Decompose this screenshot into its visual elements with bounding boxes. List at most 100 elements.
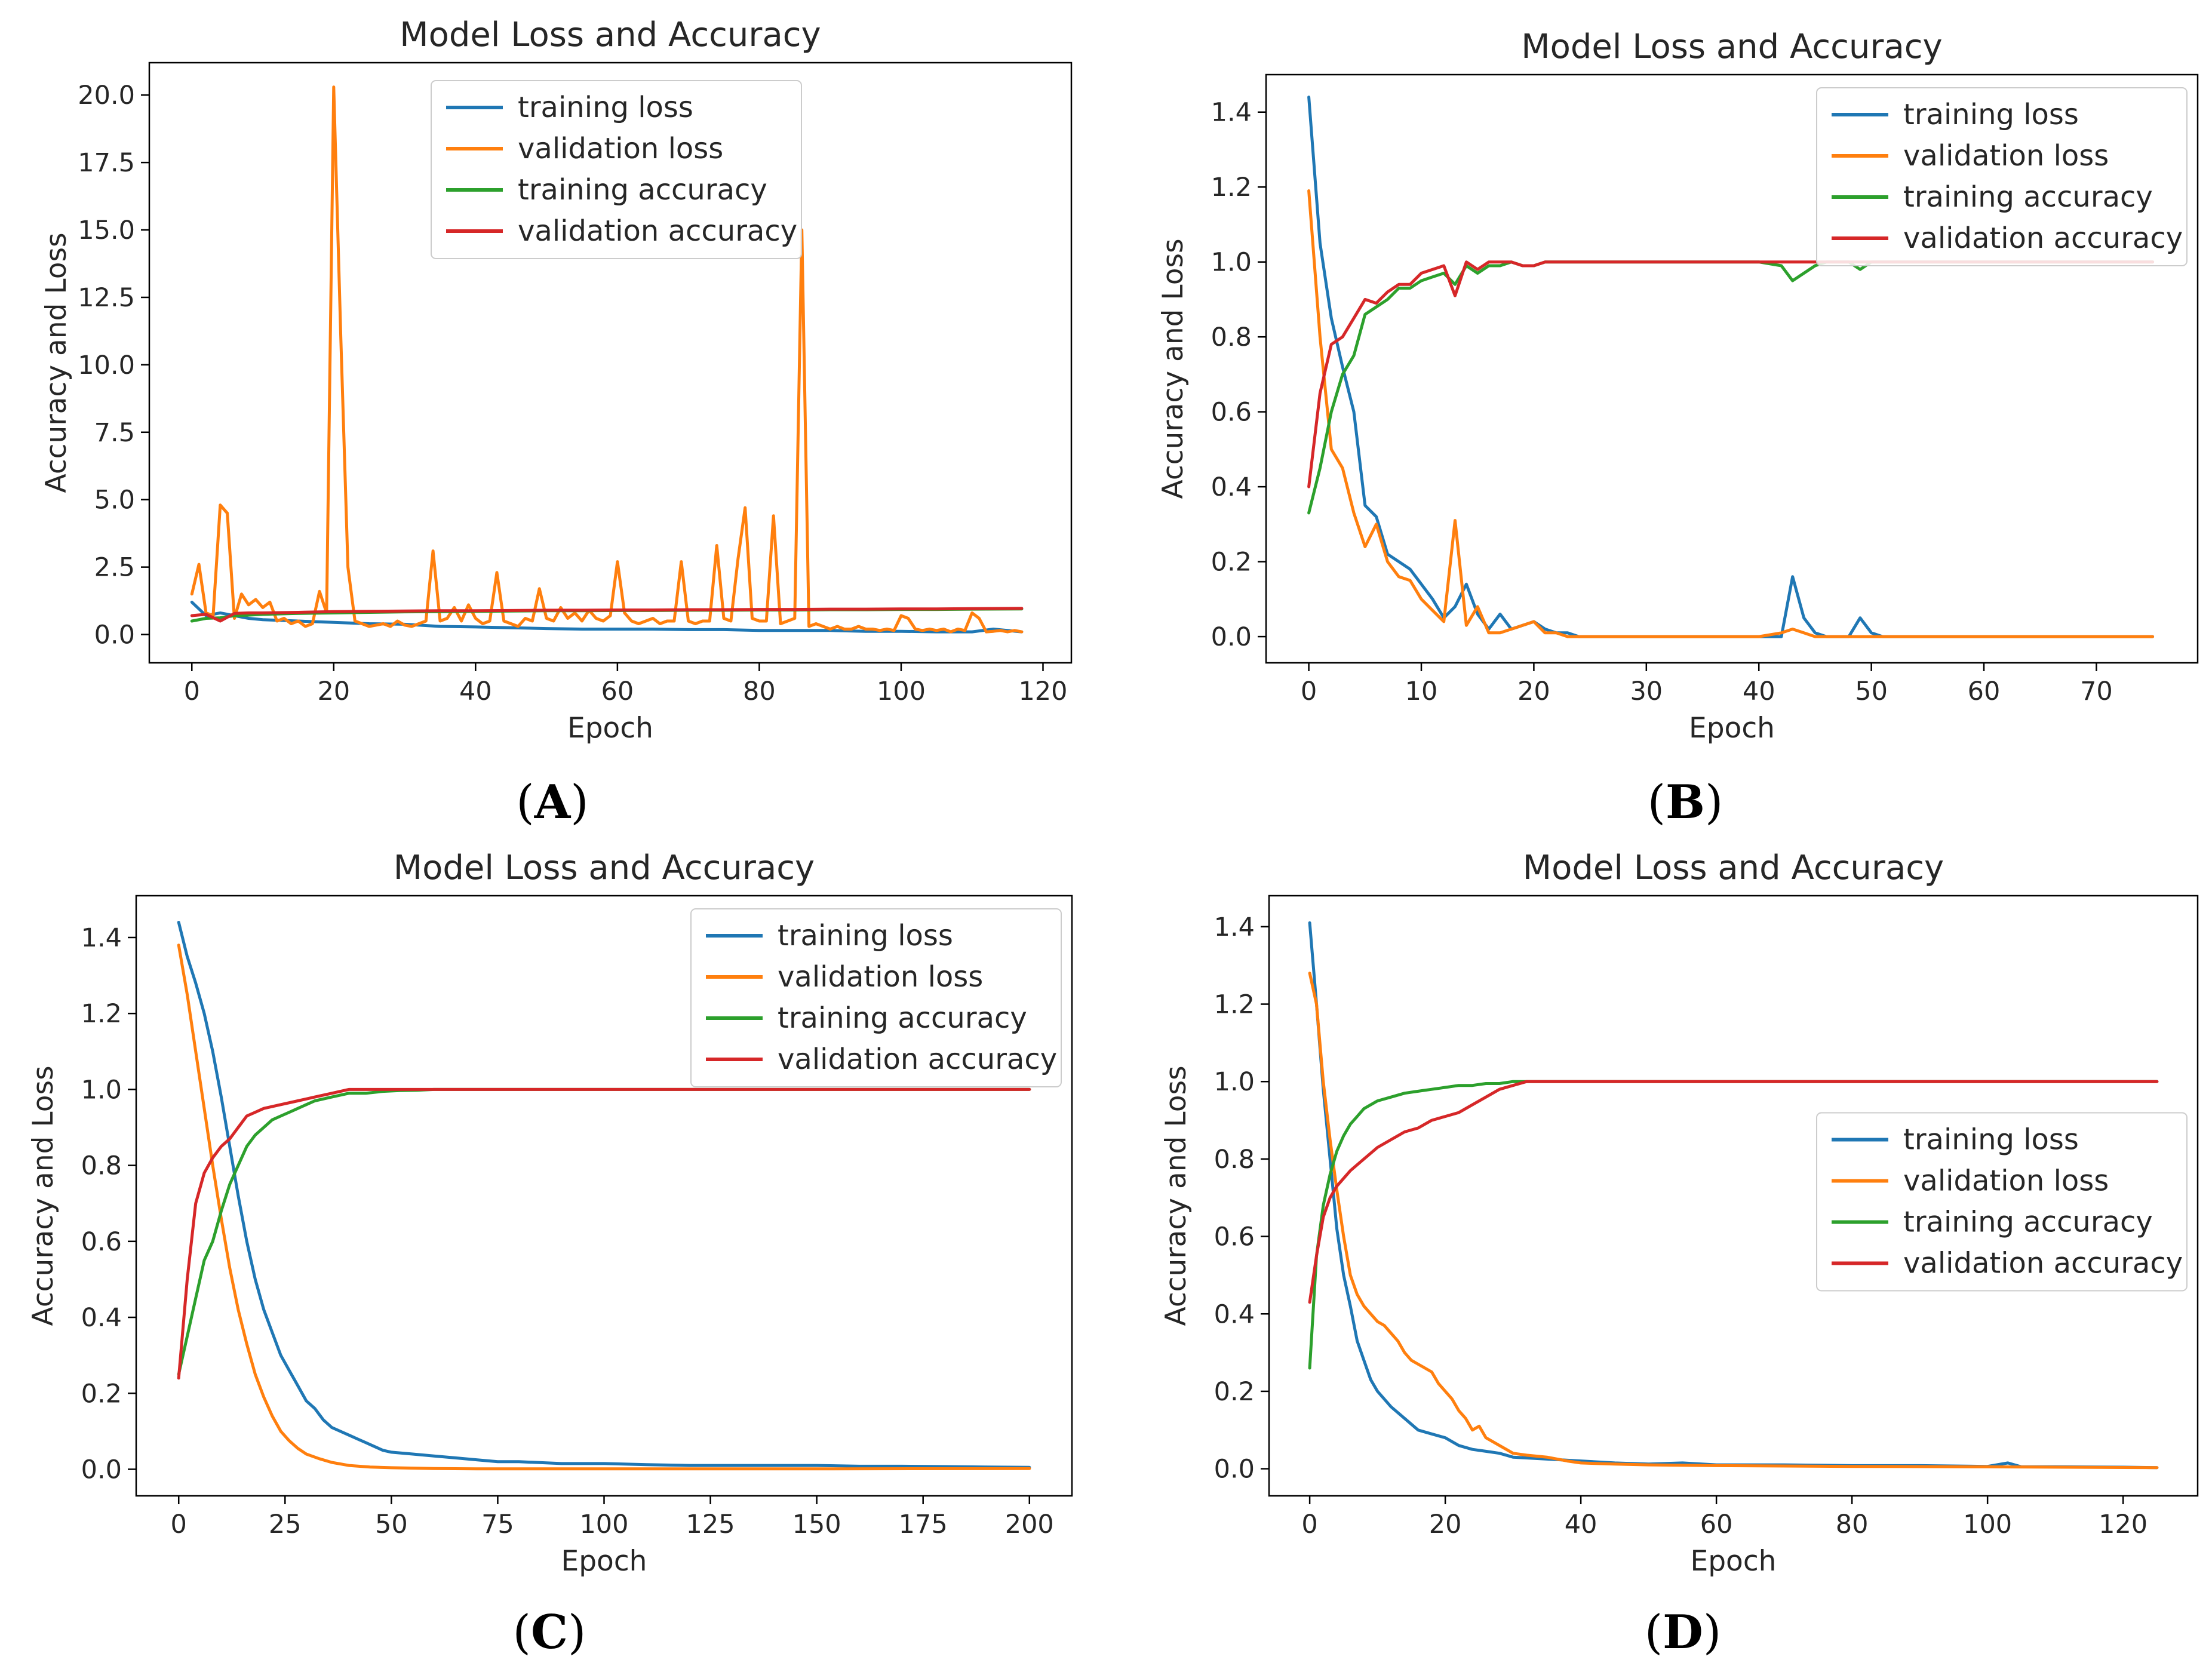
y-axis-label: Accuracy and Loss	[40, 233, 73, 493]
x-axis-label: Epoch	[1691, 1545, 1777, 1578]
legend: training loss validation loss training acc…	[690, 908, 1062, 1087]
series-group	[1308, 921, 2159, 1470]
x-tick-label: 100	[579, 1510, 628, 1539]
legend-label: training loss	[778, 919, 953, 952]
y-tick-label: 1.2	[1214, 990, 1255, 1020]
x-tick-label: 70	[2080, 677, 2113, 706]
legend-box	[431, 80, 802, 259]
y-tick-label: 1.0	[1214, 1067, 1255, 1097]
series-group	[177, 921, 1031, 1471]
series-line-validation-accuracy	[1308, 1080, 2159, 1304]
x-tick-label: 100	[1963, 1510, 2012, 1539]
y-tick-label: 5.0	[94, 485, 135, 515]
series-line-validation-loss	[1308, 972, 2159, 1470]
panel-caption-letter: D	[1663, 1605, 1703, 1659]
panel-caption: (D)	[1645, 1605, 1722, 1659]
y-tick-label: 0.0	[1214, 1455, 1255, 1485]
x-tick-label: 80	[743, 677, 776, 706]
y-tick-label: 1.4	[1211, 98, 1252, 128]
y-tick-label: 0.2	[1214, 1377, 1255, 1407]
chart-panel-b: Model Loss and Accuracy 0 10 20 30 40 50 60 70 0.…	[1157, 27, 2199, 829]
y-tick-label: 0.0	[94, 620, 135, 650]
legend-box	[690, 908, 1062, 1087]
y-axis-label: Accuracy and Loss	[1157, 239, 1190, 499]
legend-label: validation accuracy	[1903, 1247, 2183, 1280]
y-tick-label: 0.6	[1214, 1222, 1255, 1252]
legend-label: training loss	[1903, 98, 2079, 131]
x-tick-label: 60	[601, 677, 634, 706]
legend-label: training loss	[518, 91, 693, 124]
panel-caption: (C)	[513, 1605, 586, 1659]
panel-caption: (B)	[1648, 775, 1723, 829]
x-tick-label: 120	[1018, 677, 1067, 706]
panel-caption-letter: A	[534, 775, 572, 829]
chart-title: Model Loss and Accuracy	[394, 849, 815, 887]
legend-label: validation loss	[1903, 139, 2109, 173]
x-tick-label: 100	[877, 677, 926, 706]
y-tick-label: 1.0	[81, 1075, 122, 1105]
y-tick-label: 12.5	[78, 283, 135, 313]
legend-label: validation loss	[518, 132, 723, 165]
legend-box	[1816, 1112, 2188, 1292]
y-tick-label: 1.0	[1211, 248, 1252, 278]
y-tick-label: 20.0	[78, 81, 135, 110]
x-tick-label: 0	[1301, 1510, 1317, 1539]
x-tick-label: 20	[1517, 677, 1550, 706]
y-tick-label: 0.8	[81, 1151, 122, 1181]
legend-label: validation accuracy	[518, 214, 797, 248]
legend-label: validation accuracy	[778, 1043, 1057, 1076]
x-tick-label: 50	[375, 1510, 408, 1539]
legend-label: training accuracy	[778, 1001, 1027, 1035]
x-tick-label: 120	[2099, 1510, 2148, 1539]
x-tick-label: 0	[184, 677, 200, 706]
y-tick-label: 0.0	[1211, 622, 1252, 652]
y-axis-label: Accuracy and Loss	[1160, 1066, 1193, 1326]
y-tick-label: 0.4	[1214, 1299, 1255, 1329]
x-tick-label: 50	[1855, 677, 1888, 706]
x-tick-label: 75	[481, 1510, 514, 1539]
chart-panel-a: Model Loss and Accuracy 0 20 40 60 80 100 120 0.…	[40, 16, 1073, 829]
y-tick-label: 10.0	[78, 351, 135, 380]
legend-label: validation accuracy	[1903, 222, 2183, 255]
y-tick-label: 7.5	[94, 418, 135, 448]
series-line-training-loss	[190, 600, 1024, 634]
legend-label: training accuracy	[1903, 1206, 2153, 1239]
panel-caption: (A)	[516, 775, 588, 829]
y-tick-label: 0.8	[1211, 322, 1252, 352]
chart-title: Model Loss and Accuracy	[1521, 27, 1942, 66]
x-tick-label: 0	[1301, 677, 1317, 706]
x-tick-label: 20	[1429, 1510, 1462, 1539]
x-tick-label: 125	[686, 1510, 735, 1539]
y-tick-label: 17.5	[78, 148, 135, 178]
series-line-training-loss	[177, 921, 1031, 1469]
x-tick-label: 0	[171, 1510, 187, 1539]
x-tick-label: 80	[1836, 1510, 1869, 1539]
y-tick-label: 0.2	[81, 1379, 122, 1409]
legend: training loss validation loss training acc…	[431, 80, 802, 259]
legend: training loss validation loss training acc…	[1816, 87, 2188, 266]
y-axis-label: Accuracy and Loss	[27, 1066, 60, 1326]
y-tick-label: 2.5	[94, 553, 135, 583]
legend-label: training accuracy	[1903, 180, 2153, 214]
chart-title: Model Loss and Accuracy	[400, 16, 821, 54]
series-line-validation-accuracy	[177, 1087, 1031, 1380]
y-tick-label: 1.2	[81, 999, 122, 1029]
x-tick-label: 150	[792, 1510, 841, 1539]
x-tick-label: 200	[1005, 1510, 1054, 1539]
y-tick-label: 0.0	[81, 1455, 122, 1485]
x-tick-label: 60	[1968, 677, 2001, 706]
series-line-validation-accuracy	[190, 607, 1024, 623]
chart-panel-c: Model Loss and Accuracy 0 25 50 75 100 125 150 1…	[27, 849, 1073, 1659]
y-tick-label: 0.4	[81, 1303, 122, 1333]
x-axis-label: Epoch	[567, 712, 653, 745]
y-tick-label: 15.0	[78, 216, 135, 245]
x-tick-label: 175	[899, 1510, 948, 1539]
legend-label: training accuracy	[518, 173, 767, 207]
series-line-validation-loss	[1307, 189, 2155, 638]
x-tick-label: 40	[1743, 677, 1775, 706]
y-tick-label: 0.2	[1211, 548, 1252, 577]
y-tick-label: 0.4	[1211, 472, 1252, 502]
x-tick-label: 10	[1405, 677, 1438, 706]
x-tick-label: 25	[269, 1510, 302, 1539]
